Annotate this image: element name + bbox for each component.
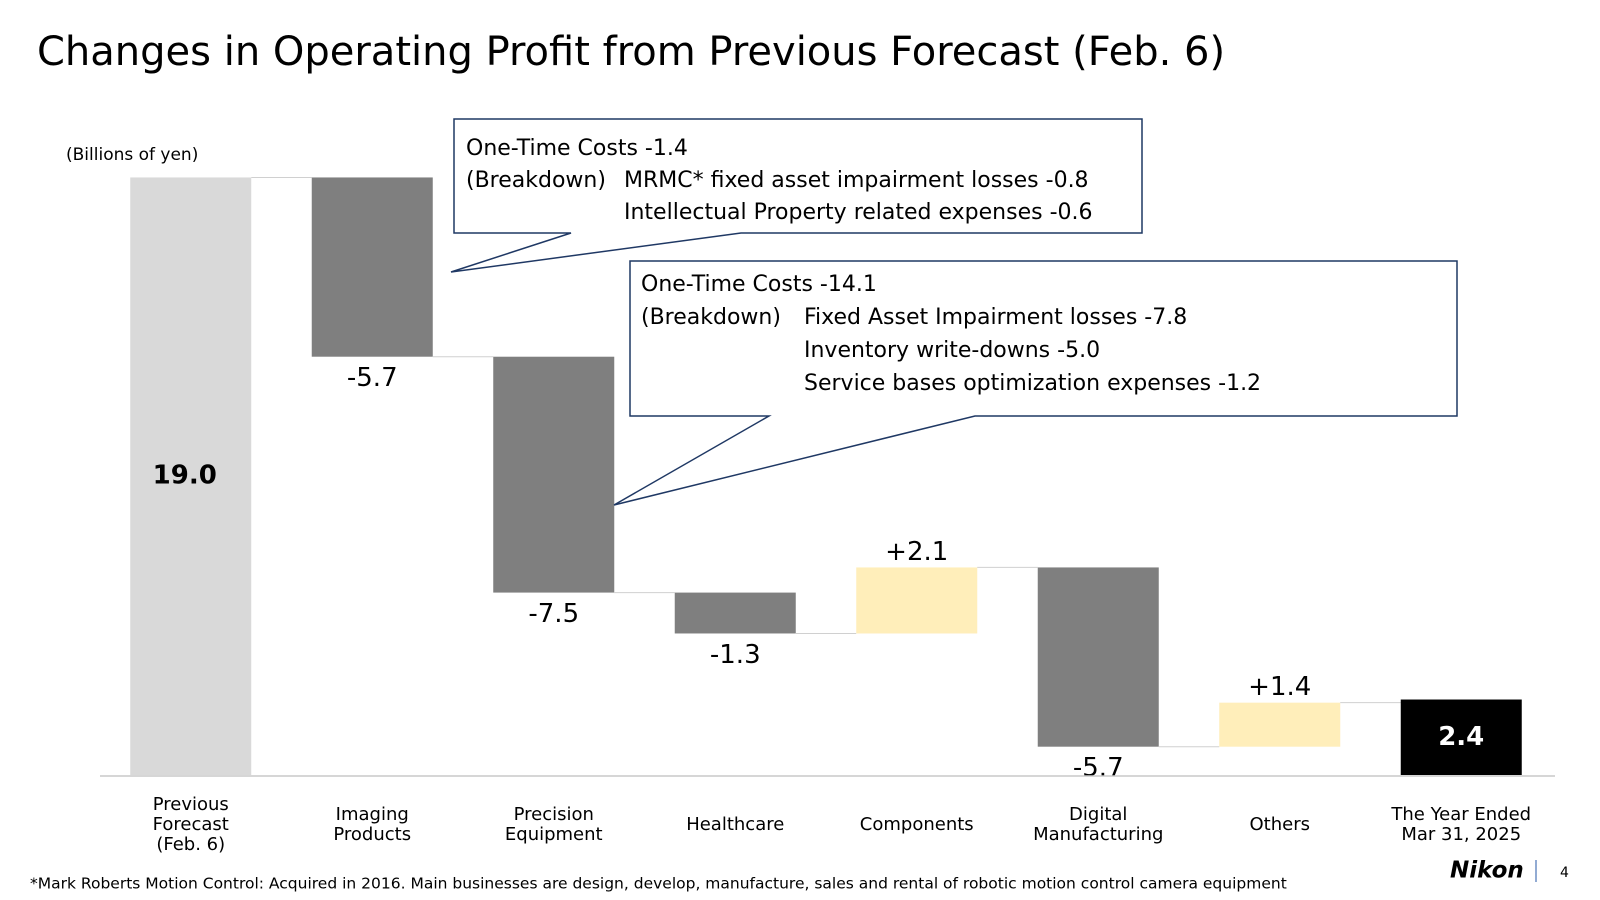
bar bbox=[1400, 699, 1522, 775]
brand-logo: Nikon bbox=[1450, 858, 1524, 884]
value-label: 2.4 bbox=[1438, 722, 1484, 752]
callout-item: MRMC* fixed asset impairment losses -0.8 bbox=[624, 168, 1089, 193]
value-label: 19.0 bbox=[153, 461, 217, 491]
x-tick-label: Components bbox=[859, 814, 974, 835]
bar bbox=[1037, 567, 1159, 747]
page-number: 4 bbox=[1560, 865, 1569, 881]
footnote: *Mark Roberts Motion Control: Acquired i… bbox=[30, 875, 1287, 893]
value-label: -5.7 bbox=[347, 363, 398, 393]
callout-item: Inventory write-downs -5.0 bbox=[804, 338, 1100, 363]
bar bbox=[674, 592, 796, 634]
callout-title: One-Time Costs -1.4 bbox=[466, 136, 688, 161]
bar bbox=[130, 177, 252, 775]
callout-breakdown: (Breakdown) bbox=[466, 168, 606, 193]
value-label: +2.1 bbox=[885, 537, 948, 567]
callout-breakdown: (Breakdown) bbox=[641, 305, 781, 330]
x-tick-label: The Year Ended Mar 31, 2025 bbox=[1391, 804, 1532, 845]
x-tick-label: Precision Equipment bbox=[504, 804, 603, 845]
unit-label: (Billions of yen) bbox=[66, 145, 198, 165]
value-label: -5.7 bbox=[1073, 753, 1124, 783]
value-label: +1.4 bbox=[1248, 672, 1311, 702]
callout-box bbox=[613, 260, 1458, 506]
callout-item: Fixed Asset Impairment losses -7.8 bbox=[804, 305, 1187, 330]
x-tick-label: Digital Manufacturing bbox=[1033, 804, 1164, 845]
chart-title: Changes in Operating Profit from Previou… bbox=[37, 29, 1225, 75]
callout-item: Service bases optimization expenses -1.2 bbox=[804, 371, 1261, 396]
bar bbox=[1219, 702, 1341, 747]
x-tick-label: Healthcare bbox=[686, 814, 785, 835]
callout-box bbox=[450, 118, 1143, 273]
x-tick-label: Others bbox=[1249, 814, 1311, 835]
value-label: -7.5 bbox=[528, 599, 579, 629]
bar bbox=[493, 356, 615, 593]
bar bbox=[856, 567, 978, 634]
x-tick-label: Imaging Products bbox=[333, 804, 412, 845]
value-label: -1.3 bbox=[710, 640, 761, 670]
bar bbox=[311, 177, 433, 357]
x-tick-label: Previous Forecast (Feb. 6) bbox=[152, 794, 229, 855]
callout-item: Intellectual Property related expenses -… bbox=[624, 200, 1093, 225]
callout-title: One-Time Costs -14.1 bbox=[641, 272, 877, 297]
